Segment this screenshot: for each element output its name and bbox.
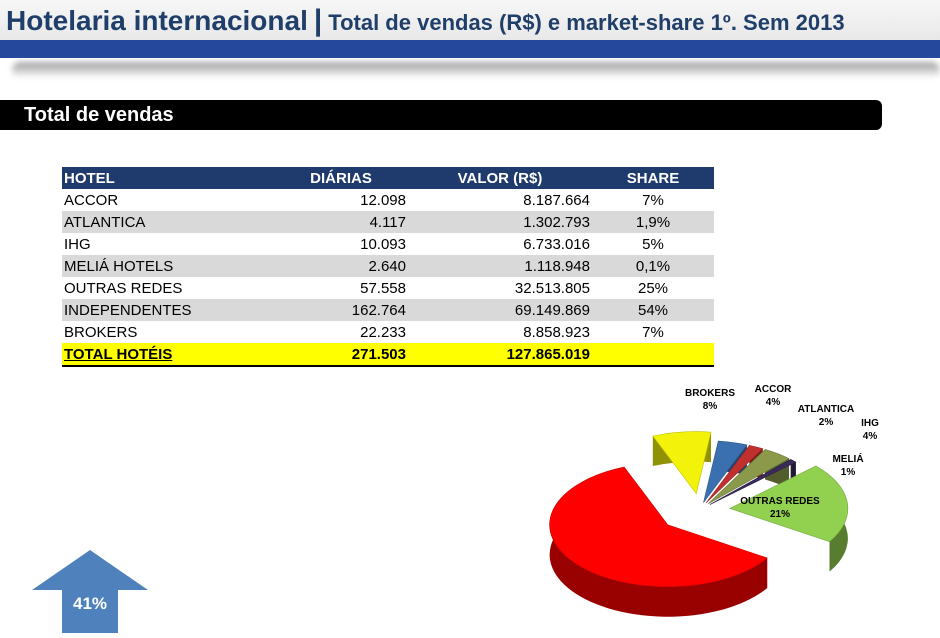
cell-share: 7% — [642, 191, 664, 209]
pie-label-value: 60% — [508, 491, 528, 502]
cell-valor: 8.858.923 — [523, 323, 590, 341]
cell-share: 7% — [642, 323, 664, 341]
total-share — [592, 343, 714, 366]
header-bar: Hotelaria internacional | Total de vendas … — [0, 0, 940, 46]
pie-slice-top — [708, 449, 790, 505]
pie-label-value: 21% — [770, 509, 790, 520]
cell-share: 25% — [637, 279, 669, 297]
cell-valor: 69.149.869 — [408, 299, 592, 321]
cell-diarias: 57.558 — [360, 279, 406, 297]
cell-share: 0,1% — [592, 255, 714, 277]
main-title: Hotelaria internacional — [6, 5, 308, 36]
pie-label-value: 8% — [703, 401, 718, 412]
cell-hotel: MELIÁ HOTELS — [62, 255, 256, 277]
column-header-diarias: DIÁRIAS — [256, 167, 408, 189]
cell-valor: 1.302.793 — [408, 211, 592, 233]
cell-hotel: INDEPENDENTES — [62, 299, 256, 321]
pie-label-name: BROKERS — [685, 388, 735, 399]
pie-label-value: 2% — [819, 417, 834, 428]
pie-slice-brokers — [652, 431, 712, 495]
cell-hotel: ACCOR — [64, 191, 119, 209]
page-subtitle: Total de vendas (R$) e market-share 1º. … — [328, 10, 845, 35]
title-separator: | — [313, 4, 323, 37]
pie-label-name: ATLANTICA — [798, 404, 854, 415]
cell-hotel: BROKERS — [64, 323, 138, 341]
cell-diarias: 4.117 — [256, 211, 408, 233]
header-rule — [0, 40, 940, 58]
cell-diarias: 162.764 — [256, 299, 408, 321]
column-header-share: SHARE — [592, 167, 714, 189]
cell-hotel: IHG — [64, 235, 91, 253]
pie-label-name: OUTRAS REDES — [740, 496, 820, 507]
pie-slice-independentes — [549, 466, 768, 617]
cell-diarias: 10.093 — [360, 235, 406, 253]
table-row: IHG 10.093 6.733.016 5% — [62, 233, 714, 255]
pie-slice-top — [652, 431, 712, 495]
pie-label-name: INDEPENDENTES — [475, 478, 560, 489]
table-row: BROKERS 22.233 8.858.923 7% — [62, 321, 714, 343]
pie-slice-outras-redes — [729, 465, 849, 572]
column-header-valor: VALOR (R$) — [408, 167, 592, 189]
cell-share: 5% — [642, 235, 664, 253]
section-bar: Total de vendas — [0, 100, 882, 130]
pie-label-name: IHG — [861, 418, 879, 429]
table-row: OUTRAS REDES 57.558 32.513.805 25% — [62, 277, 714, 299]
total-label: TOTAL HOTÉIS — [62, 343, 256, 366]
sales-table: HOTEL DIÁRIAS VALOR (R$) SHARE ACCOR 12.… — [62, 167, 714, 367]
cell-valor: 1.118.948 — [408, 255, 592, 277]
pie-label-name: ACCOR — [755, 384, 792, 395]
pie-slice-top — [549, 466, 768, 588]
cell-valor: 6.733.016 — [523, 235, 590, 253]
pie-slice-side — [549, 467, 768, 617]
cell-valor: 8.187.664 — [523, 191, 590, 209]
up-arrow-icon — [32, 550, 148, 633]
cell-diarias: 2.640 — [256, 255, 408, 277]
pie-slice-top — [709, 459, 797, 505]
cell-share: 1,9% — [592, 211, 714, 233]
table-row: ACCOR 12.098 8.187.664 7% — [62, 189, 714, 211]
header-shadow — [12, 62, 940, 78]
table-header-row: HOTEL DIÁRIAS VALOR (R$) SHARE — [62, 167, 714, 189]
pie-slice-top — [703, 440, 748, 503]
pie-label-value: 1% — [841, 467, 856, 478]
total-diarias: 271.503 — [256, 343, 408, 366]
cell-hotel: OUTRAS REDES — [64, 279, 183, 297]
page-title: Hotelaria internacional | Total de vendas … — [6, 4, 845, 38]
table-row: INDEPENDENTES 162.764 69.149.869 54% — [62, 299, 714, 321]
pie-label-value: 4% — [766, 397, 781, 408]
pie-slice-top — [705, 445, 764, 504]
arrow-value: 41% — [72, 594, 108, 613]
cell-hotel: ATLANTICA — [62, 211, 256, 233]
cell-diarias: 22.233 — [360, 323, 406, 341]
total-valor: 127.865.019 — [408, 343, 592, 366]
table-row: MELIÁ HOTELS 2.640 1.118.948 0,1% — [62, 255, 714, 277]
cell-valor: 32.513.805 — [514, 279, 590, 297]
market-share-pie-chart: BROKERS 8% ACCOR 4% ATLANTICA 2% IHG 4% MELIÁ 1% O… — [440, 380, 940, 633]
section-title: Total de vendas — [24, 104, 174, 126]
pie-slice-top — [729, 465, 849, 543]
cell-diarias: 12.098 — [360, 191, 406, 209]
table-row: ATLANTICA 4.117 1.302.793 1,9% — [62, 211, 714, 233]
pie-label-name: MELIÁ — [832, 452, 863, 465]
column-header-hotel: HOTEL — [62, 167, 256, 189]
pie-label-value: 4% — [863, 431, 878, 442]
cell-share: 54% — [592, 299, 714, 321]
table-total-row: TOTAL HOTÉIS 271.503 127.865.019 — [62, 343, 714, 366]
